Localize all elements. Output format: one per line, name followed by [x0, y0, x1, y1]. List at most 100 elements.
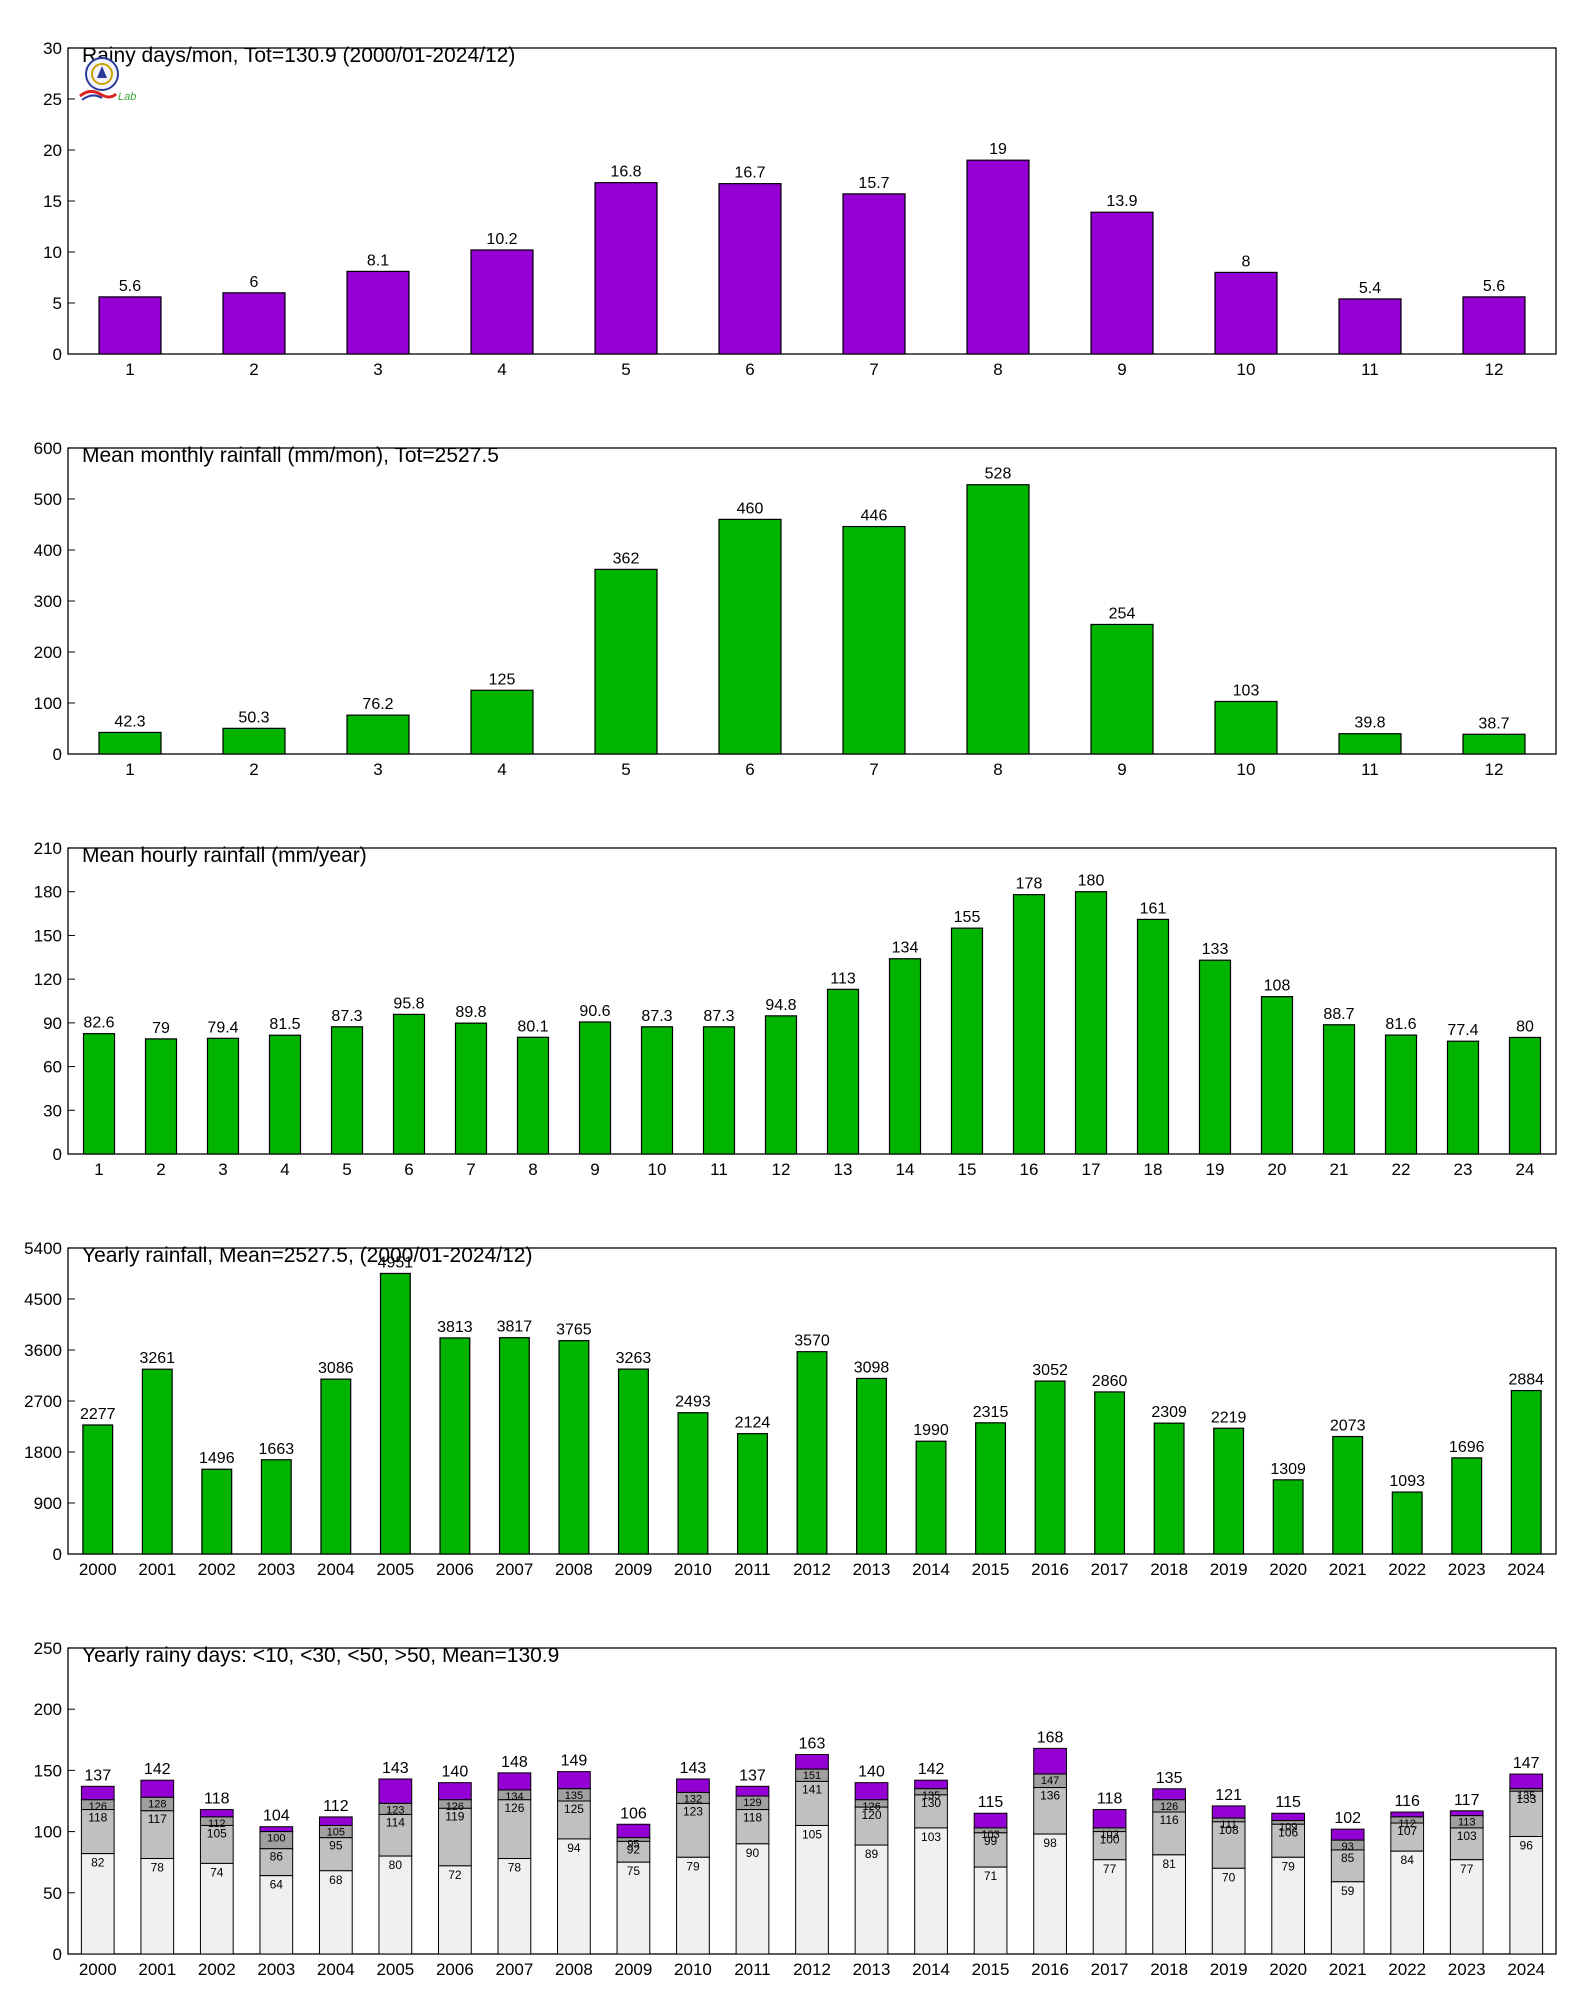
x-tick-label: 2018 — [1150, 1560, 1188, 1579]
bar-lt30-label: 105 — [207, 1826, 227, 1840]
bar — [201, 1468, 233, 1555]
bar-segment-lt10 — [259, 1875, 294, 1955]
bar-value-label: 3813 — [437, 1319, 473, 1336]
bar-total-label: 121 — [1215, 1787, 1242, 1804]
x-tick-label: 2015 — [972, 1560, 1010, 1579]
bar-lt30-label: 118 — [743, 1811, 762, 1825]
chart-title: Mean hourly rainfall (mm/year) — [82, 844, 367, 867]
bar — [617, 1368, 649, 1555]
bar-segment-lt10 — [557, 1838, 591, 1955]
bar-lt10-label: 94 — [567, 1841, 581, 1855]
bar-lt10-label: 105 — [802, 1827, 822, 1841]
x-tick-label: 2000 — [79, 1560, 117, 1579]
plot-frame — [67, 47, 1557, 355]
bar-lt50-label: 112 — [208, 1818, 226, 1830]
bar-lt30-label: 99 — [984, 1834, 998, 1848]
bar-value-label: 2315 — [973, 1404, 1009, 1421]
bar-lt30-label: 133 — [1516, 1792, 1536, 1806]
bar-segment-gt50 — [1449, 1810, 1484, 1817]
bar-lt50-label: 135 — [922, 1790, 940, 1802]
x-tick-label: 8 — [993, 760, 1002, 779]
y-tick-label: 150 — [34, 1761, 62, 1780]
bar — [516, 1036, 550, 1155]
x-tick-label: 2007 — [495, 1560, 533, 1579]
bar-lt10-label: 78 — [508, 1861, 522, 1875]
bar-value-label: 42.3 — [114, 713, 145, 730]
bar-segment-lt30 — [1449, 1827, 1484, 1861]
x-tick-label: 2008 — [555, 1560, 593, 1579]
bar-segment-lt10 — [140, 1858, 175, 1955]
bar-segment-lt30 — [1092, 1831, 1127, 1861]
bar-segment-lt30 — [259, 1848, 294, 1877]
bar — [915, 1440, 947, 1555]
bar-lt50-label: 100 — [267, 1833, 285, 1845]
x-tick-label: 3 — [373, 360, 382, 379]
x-tick-label: 2013 — [853, 1960, 891, 1979]
bar-segment-gt50 — [497, 1772, 532, 1791]
bar-segment-lt10 — [1211, 1867, 1246, 1955]
x-tick-label: 2009 — [615, 1960, 653, 1979]
x-tick-label: 5 — [342, 1160, 351, 1179]
bar-value-label: 87.3 — [331, 1008, 362, 1025]
bar-segment-gt50 — [1390, 1811, 1425, 1818]
bar-lt30-label: 95 — [329, 1839, 343, 1853]
bar-value-label: 133 — [1202, 941, 1229, 958]
bar-value-label: 8.1 — [367, 252, 389, 269]
bar-segment-gt50 — [378, 1778, 413, 1804]
bar — [1338, 733, 1402, 755]
y-tick-label: 90 — [43, 1014, 62, 1033]
bar-value-label: 50.3 — [238, 709, 269, 726]
bar-lt30-label: 120 — [862, 1808, 882, 1822]
x-tick-label: 1 — [125, 360, 134, 379]
bar-lt10-label: 78 — [151, 1861, 165, 1875]
bar-lt10-label: 71 — [984, 1869, 998, 1883]
bar-segment-lt10 — [438, 1865, 472, 1955]
bar-segment-lt30 — [1152, 1811, 1186, 1856]
bar-lt50-label: 103 — [1100, 1829, 1118, 1841]
y-tick-label: 4500 — [24, 1290, 62, 1309]
bar — [1391, 1491, 1423, 1555]
bar-segment-gt50 — [616, 1823, 651, 1839]
y-tick-label: 25 — [43, 90, 62, 109]
plot-frame — [67, 847, 1557, 1155]
bar-segment-gt50 — [1092, 1809, 1127, 1829]
bar-value-label: 19 — [989, 141, 1007, 158]
bar-value-label: 2493 — [675, 1394, 711, 1411]
x-tick-label: 16 — [1020, 1160, 1039, 1179]
bar-lt30-label: 116 — [1160, 1813, 1179, 1827]
bar-lt10-label: 74 — [210, 1865, 224, 1879]
bar-value-label: 79 — [152, 1020, 170, 1037]
x-tick-label: 2020 — [1269, 1560, 1307, 1579]
bar — [764, 1015, 798, 1155]
x-tick-label: 9 — [1117, 760, 1126, 779]
y-tick-label: 210 — [34, 839, 62, 858]
x-tick-label: 2016 — [1031, 1560, 1069, 1579]
x-tick-label: 3 — [373, 760, 382, 779]
bar-value-label: 81.5 — [269, 1016, 300, 1033]
y-tick-label: 5 — [53, 294, 62, 313]
bar-lt50-label: 105 — [327, 1826, 345, 1838]
bar-value-label: 81.6 — [1385, 1016, 1416, 1033]
bar — [677, 1412, 709, 1555]
bar-value-label: 103 — [1233, 682, 1260, 699]
x-tick-label: 14 — [896, 1160, 915, 1179]
bar — [1012, 894, 1046, 1155]
x-tick-label: 2023 — [1448, 1560, 1486, 1579]
chart-title: Yearly rainy days: <10, <30, <50, >50, M… — [82, 1644, 559, 1667]
bar — [594, 182, 658, 355]
bar-lt50-label: 132 — [684, 1793, 702, 1805]
bar-value-label: 254 — [1109, 605, 1136, 622]
bar-total-label: 104 — [263, 1808, 290, 1825]
x-tick-label: 2014 — [912, 1960, 950, 1979]
bar-segment-lt10 — [914, 1827, 948, 1955]
bar — [1462, 296, 1526, 355]
bar-segment-lt10 — [795, 1824, 829, 1955]
x-tick-label: 11 — [710, 1160, 728, 1179]
x-tick-label: 12 — [772, 1160, 791, 1179]
x-tick-label: 11 — [1361, 760, 1379, 779]
bar-total-label: 118 — [1097, 1791, 1123, 1808]
x-tick-label: 24 — [1516, 1160, 1535, 1179]
bar-lt10-label: 82 — [91, 1856, 105, 1870]
x-tick-label: 18 — [1144, 1160, 1163, 1179]
bar-total-label: 142 — [918, 1761, 945, 1778]
